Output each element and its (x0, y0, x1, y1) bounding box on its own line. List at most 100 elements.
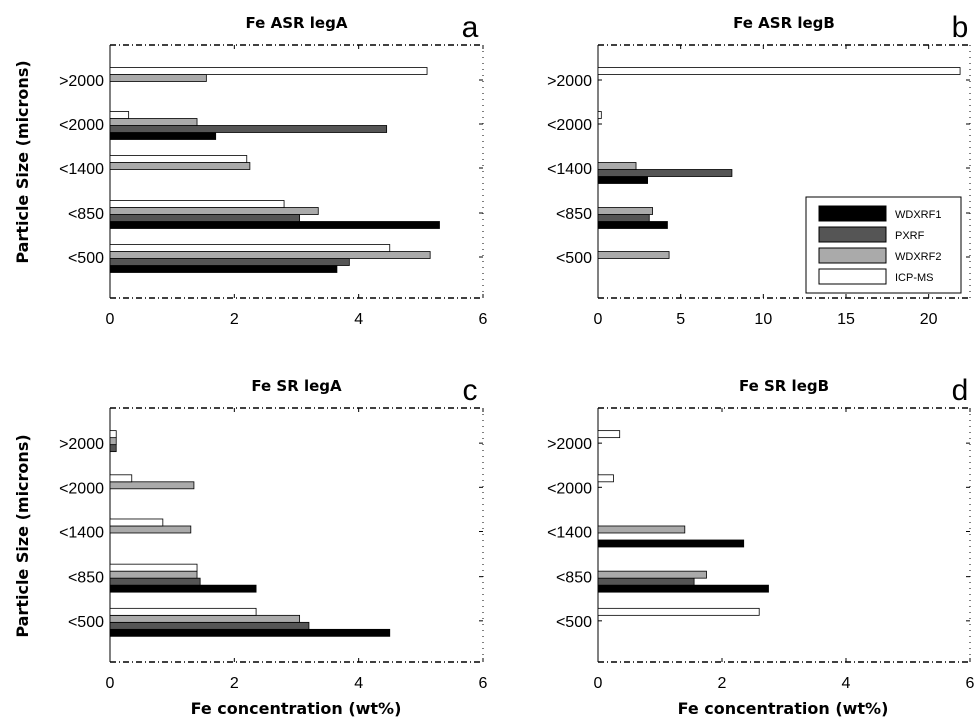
bar-icp-ms (597, 67, 961, 75)
bar-icp-ms (597, 430, 621, 439)
x-tick-label: 2 (718, 675, 727, 692)
bar-icp-ms (597, 474, 614, 483)
legend-label: PXRF (895, 230, 925, 242)
bar-icp-ms (597, 607, 760, 616)
legend: WDXRF1 PXRF WDXRF2 ICP-MS (805, 196, 962, 294)
x-tick-label: 6 (479, 311, 488, 328)
y-tick-label: <850 (68, 570, 104, 587)
y-tick-label: <1400 (547, 161, 592, 178)
x-tick-label: 6 (479, 675, 488, 692)
bar-pxrf (109, 621, 310, 630)
bar-icp-ms (109, 244, 391, 252)
y-tick-label: <850 (556, 570, 592, 587)
bar-pxrf (109, 577, 201, 586)
x-tick-label: 4 (354, 675, 363, 692)
bar-pxrf (109, 125, 388, 133)
bar-wdxrf2 (109, 614, 301, 623)
bar-pxrf (109, 258, 350, 266)
bar-pxrf (597, 214, 650, 222)
bar-wdxrf1 (597, 221, 668, 229)
x-tick-label: 10 (754, 311, 772, 328)
x-tick-label: 15 (837, 311, 855, 328)
panel-title: Fe SR legB (739, 377, 829, 395)
bar-wdxrf1 (109, 221, 440, 229)
legend-label: ICP-MS (895, 272, 934, 284)
y-tick-label: <2000 (59, 480, 104, 497)
x-axis-label-left: Fe concentration (wt%) (191, 699, 402, 718)
y-axis-label-bottom: Particle Size (microns) (13, 434, 32, 637)
bar-icp-ms (109, 518, 164, 527)
y-tick-label: >2000 (547, 436, 592, 453)
y-tick-label: <850 (68, 206, 104, 223)
bar-wdxrf2 (597, 162, 637, 170)
bar-wdxrf2 (597, 570, 707, 579)
y-tick-label: <1400 (59, 161, 104, 178)
bar-wdxrf1 (597, 176, 648, 184)
bar-wdxrf2 (109, 74, 207, 82)
bar-icp-ms (109, 607, 257, 616)
bar-wdxrf1 (109, 265, 338, 273)
bar-icp-ms (109, 430, 117, 439)
panel-letter: b (952, 11, 969, 44)
legend-swatch (818, 205, 887, 222)
panel-letter: a (462, 11, 479, 44)
y-tick-label: >2000 (59, 436, 104, 453)
panel-title: Fe ASR legA (246, 14, 348, 32)
legend-swatch (818, 226, 887, 243)
panel-c: Fe SR legA c >2000 <2000 <1400 <850 <500 0 2 4 6 (59, 374, 487, 692)
y-tick-label: <500 (68, 250, 104, 267)
y-tick-label: <500 (68, 614, 104, 631)
x-tick-label: 2 (230, 675, 239, 692)
bar-icp-ms (109, 155, 248, 163)
x-tick-label: 6 (966, 675, 975, 692)
bar-wdxrf2 (109, 251, 431, 259)
bar-icp-ms (109, 111, 130, 119)
x-tick-label: 20 (920, 311, 938, 328)
y-tick-label: <2000 (547, 117, 592, 134)
y-tick-label: <1400 (547, 524, 592, 541)
x-tick-label: 0 (106, 311, 115, 328)
x-axis-label-right: Fe concentration (wt%) (678, 699, 889, 718)
bar-wdxrf1 (597, 539, 745, 548)
bar-pxrf (597, 169, 733, 177)
y-tick-label: >2000 (547, 73, 592, 90)
legend-swatch (818, 268, 887, 285)
x-tick-label: 0 (106, 675, 115, 692)
bar-wdxrf1 (109, 628, 391, 637)
x-tick-label: 5 (676, 311, 685, 328)
bar-pxrf (109, 214, 301, 222)
y-tick-label: <1400 (59, 524, 104, 541)
bar-icp-ms (109, 200, 285, 208)
y-axis-label-top: Particle Size (microns) (13, 60, 32, 263)
bar-wdxrf2 (109, 437, 117, 446)
y-tick-label: >2000 (59, 73, 104, 90)
x-tick-label: 0 (594, 675, 603, 692)
bar-wdxrf2 (597, 251, 670, 259)
bar-wdxrf2 (109, 207, 319, 215)
panel-title: Fe ASR legB (733, 14, 835, 32)
y-tick-label: <500 (556, 614, 592, 631)
y-tick-label: <2000 (547, 480, 592, 497)
x-tick-label: 2 (230, 311, 239, 328)
legend-label: WDXRF1 (895, 209, 941, 221)
panel-b: Fe ASR legB b >2000 <2000 <1400 <850 <500 0 5 10 1… (547, 11, 971, 328)
panel-a: Fe ASR legA a >2000 <2000 <1400 <850 <500 0 2 4 6 (59, 11, 487, 328)
x-tick-label: 4 (354, 311, 363, 328)
bar-wdxrf2 (109, 118, 198, 126)
bar-pxrf (109, 444, 117, 453)
x-tick-label: 0 (594, 311, 603, 328)
bar-icp-ms (109, 474, 133, 483)
bar-wdxrf1 (109, 584, 257, 593)
bar-wdxrf2 (109, 481, 195, 490)
bar-wdxrf2 (109, 162, 251, 170)
y-tick-label: <2000 (59, 117, 104, 134)
bar-icp-ms (597, 111, 602, 119)
panel-letter: c (463, 374, 478, 407)
bar-wdxrf1 (597, 584, 769, 593)
bar-icp-ms (109, 563, 198, 572)
x-tick-label: 4 (842, 675, 851, 692)
bar-icp-ms (109, 67, 428, 75)
bar-pxrf (597, 577, 695, 586)
